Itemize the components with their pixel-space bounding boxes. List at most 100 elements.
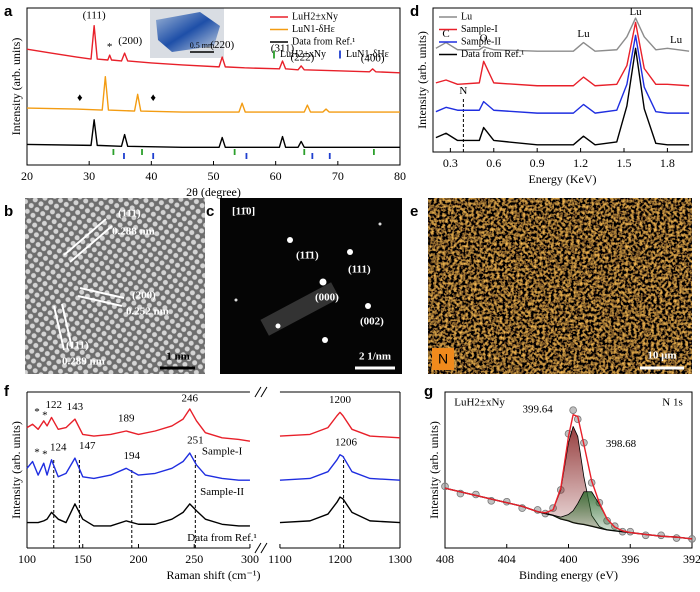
panel-letter: g: [424, 383, 433, 400]
y-axis-label: Intensity (arb. units): [427, 421, 441, 519]
legend-label: LuH2±xNy: [292, 11, 338, 22]
annotation: (222): [290, 52, 314, 64]
series-line: [435, 21, 690, 87]
legend-label: Sample-I: [461, 24, 498, 35]
legend-label: LuH2±xNy: [280, 49, 326, 60]
panel-letter: c: [206, 203, 214, 220]
series-label: Sample-II: [200, 486, 244, 498]
x-tick-label: 1.5: [616, 156, 631, 170]
annotation: 124: [50, 441, 67, 453]
annotation: 1206: [335, 436, 358, 448]
x-tick-label: 408: [436, 552, 454, 566]
x-tick-label: 0.3: [443, 156, 458, 170]
annotation: *: [34, 447, 40, 459]
panel-letter: d: [410, 3, 419, 20]
annotation: 194: [124, 450, 141, 462]
image-label: (000): [315, 292, 339, 304]
x-tick-label: 40: [145, 169, 157, 183]
annotation: (111): [83, 9, 106, 21]
annotation: Lu: [577, 28, 590, 40]
panel-letter: a: [4, 3, 13, 20]
image-label: [11̄0]: [232, 206, 255, 218]
area-fill: [445, 426, 692, 539]
annotation: 1200: [329, 394, 352, 406]
axis-break: [260, 542, 268, 554]
image-label: (11̄1): [296, 250, 319, 262]
annotation: ♦: [150, 92, 156, 104]
annotation: (400): [361, 53, 385, 65]
annotation: 251: [187, 435, 204, 447]
x-tick-label: 60: [270, 169, 282, 183]
series-label: Sample-I: [202, 445, 243, 457]
data-point: [569, 406, 577, 414]
series-line: [279, 411, 401, 439]
annotation: (220): [210, 39, 234, 51]
legend-label: LuN1-δHε: [346, 49, 389, 60]
saed-image: c [11̄0] (11̄1) (111) (000) (002) 2 1/nm: [206, 198, 402, 374]
scale-label: 1 nm: [166, 351, 190, 363]
x-tick-label: 300: [241, 552, 259, 566]
series-line: [26, 408, 251, 442]
annotation: Lu: [629, 6, 642, 18]
panel-letter: e: [410, 203, 418, 220]
x-tick-label: 30: [83, 169, 95, 183]
x-tick-label: 396: [621, 552, 639, 566]
y-axis-label: Intensity (arb. units): [9, 421, 23, 519]
x-tick-label: 0.6: [486, 156, 501, 170]
series-line: [27, 503, 250, 527]
axis-break: [254, 542, 262, 554]
axis-break: [260, 386, 268, 398]
legend-label: Sample-II: [461, 36, 501, 47]
series-line: [279, 496, 401, 524]
x-axis-label: Energy (KeV): [528, 172, 596, 186]
legend-label: Data from Ref.¹: [292, 36, 355, 47]
annotation: *: [42, 448, 48, 460]
panel-letter: f: [4, 383, 10, 400]
image-label: (11̄1): [118, 208, 141, 220]
annotation: 143: [67, 401, 84, 413]
inset-photo: 0.5 mm: [150, 8, 224, 58]
annotation: *: [34, 406, 40, 418]
eds-map: e N 10 μm: [410, 198, 692, 374]
annotation: C: [442, 28, 449, 40]
x-tick-label: 400: [560, 552, 578, 566]
x-tick-label: 250: [185, 552, 203, 566]
legend-label: Lu: [461, 11, 472, 22]
x-tick-label: 1200: [328, 552, 352, 566]
legend-label: LuN1-δHε: [292, 24, 335, 35]
y-axis-label: Intensity (arb. units): [9, 38, 23, 136]
image-label: (002): [360, 316, 384, 328]
annotation: 147: [79, 440, 96, 452]
annotation: O: [480, 32, 488, 44]
x-tick-label: 80: [394, 169, 406, 183]
annotation: 189: [118, 413, 135, 425]
annotation: 399.64: [523, 404, 554, 416]
annotation: N: [459, 85, 467, 97]
scale-label: 2 1/nm: [359, 351, 391, 363]
annotation: 246: [182, 392, 199, 404]
x-tick-label: 100: [18, 552, 36, 566]
x-tick-label: 404: [498, 552, 516, 566]
x-tick-label: 150: [74, 552, 92, 566]
element-label: N: [438, 351, 448, 367]
x-tick-label: 70: [332, 169, 344, 183]
x-tick-label: 1100: [268, 552, 292, 566]
image-label: 0.289 nm: [62, 356, 105, 368]
image-label: (111): [348, 264, 371, 276]
y-axis-label: Intensity (arb. units): [415, 31, 429, 129]
x-axis-label: Binding energy (eV): [519, 568, 618, 582]
series-line: [279, 454, 401, 481]
image-label: 0.288 nm: [112, 226, 155, 238]
annotation: (311): [271, 43, 295, 55]
annotation: ♦: [77, 92, 83, 104]
x-axis-label: 2θ (degree): [186, 185, 241, 199]
plot-frame: [432, 7, 693, 153]
panel-letter: b: [4, 203, 13, 220]
x-axis-label: Raman shift (cm⁻¹): [167, 568, 261, 582]
axis-break: [254, 386, 262, 398]
annotation: LuH2±xNy: [454, 396, 505, 408]
series-line: [26, 119, 400, 149]
x-tick-label: 1300: [388, 552, 412, 566]
hrtem-image: b (11̄1) 0.288 nm (200) 0.252 nm (111) 0…: [4, 198, 205, 374]
legend-label: Data from Ref.¹: [461, 49, 524, 60]
